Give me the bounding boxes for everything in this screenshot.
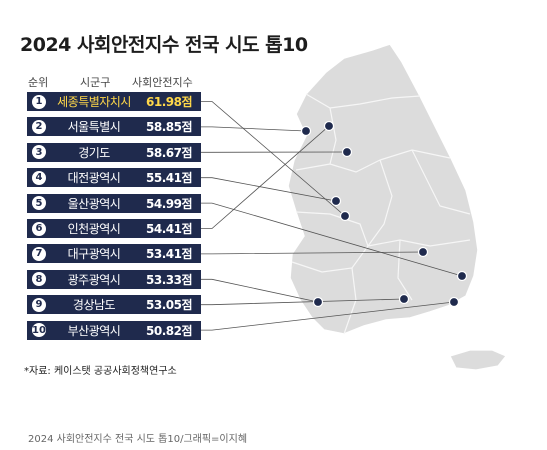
header-score: 사회안전지수 — [132, 76, 193, 89]
score-label: 54.99점 — [146, 196, 193, 211]
rank-badge: 2 — [32, 119, 46, 134]
city-marker — [456, 270, 468, 282]
region-label: 대전광역시 — [67, 171, 121, 186]
score-label: 53.05점 — [146, 298, 193, 313]
city-marker — [323, 120, 335, 132]
rank-badge: 1 — [32, 94, 46, 109]
rank-badge: 3 — [32, 145, 46, 160]
jeju-island — [449, 349, 507, 371]
header-region: 시군구 — [80, 76, 111, 89]
score-label: 61.98점 — [146, 95, 193, 109]
table-row: 4 대전광역시 55.41점 — [27, 168, 201, 188]
leader-line — [201, 125, 330, 229]
city-marker — [330, 195, 342, 207]
leader-line — [201, 101, 346, 217]
header-rank: 순위 — [28, 76, 49, 89]
table-row: 2 서울특별시 58.85점 — [27, 117, 201, 137]
rank-badge: 9 — [32, 297, 46, 312]
table-row: 6 인천광역시 54.41점 — [27, 219, 201, 238]
table-row: 9 경상남도 53.05점 — [27, 295, 201, 315]
region-label: 경상남도 — [72, 298, 116, 313]
leader-line — [201, 126, 307, 132]
rank-badge: 4 — [32, 170, 46, 185]
region-label: 인천광역시 — [67, 222, 121, 236]
rank-badge: 10 — [32, 323, 46, 338]
rank-badge: 6 — [32, 221, 46, 236]
score-label: 53.41점 — [146, 247, 193, 262]
region-label: 경기도 — [78, 145, 110, 160]
score-label: 50.82점 — [146, 323, 193, 338]
province-boundaries — [291, 93, 471, 335]
region-label: 부산광역시 — [67, 323, 121, 338]
leader-line — [201, 251, 424, 255]
rank-badge: 8 — [32, 272, 46, 287]
table-row: 8 광주광역시 53.33점 — [27, 269, 201, 289]
region-label: 대구광역시 — [67, 247, 121, 262]
score-label: 53.33점 — [146, 272, 193, 287]
table-row: 5 울산광역시 54.99점 — [27, 193, 201, 213]
table-row: 1 세종특별자치시 61.98점 — [27, 92, 201, 111]
mainland-shape — [287, 43, 479, 335]
region-label: 울산광역시 — [67, 196, 121, 211]
city-marker — [300, 125, 312, 137]
city-marker — [341, 146, 353, 158]
rank-badge: 7 — [32, 246, 46, 261]
table-row: 3 경기도 58.67점 — [27, 142, 201, 162]
city-marker — [398, 293, 410, 305]
leader-line — [201, 298, 405, 306]
table-row: 7 대구광역시 53.41점 — [27, 244, 201, 264]
score-label: 54.41점 — [146, 222, 193, 236]
score-label: 58.67점 — [146, 145, 193, 160]
chart-title: 2024 사회안전지수 전국 시도 톱10 — [20, 34, 308, 56]
city-marker — [448, 296, 460, 308]
city-marker — [417, 246, 429, 258]
region-label: 서울특별시 — [67, 120, 121, 135]
score-label: 58.85점 — [146, 120, 193, 135]
leader-line — [201, 177, 337, 202]
leader-line — [201, 202, 463, 277]
score-label: 55.41점 — [146, 171, 193, 186]
region-label: 세종특별자치시 — [57, 95, 131, 109]
city-marker — [312, 296, 324, 308]
rank-badge: 5 — [32, 196, 46, 211]
leader-lines — [201, 101, 463, 331]
leader-line — [201, 278, 319, 303]
region-label: 광주광역시 — [67, 272, 121, 287]
city-markers — [300, 120, 468, 308]
graphic-credit: 2024 사회안전지수 전국 시도 톱10/그래픽=이지혜 — [28, 434, 248, 445]
source-note: *자료: 케이스탯 공공사회정책연구소 — [24, 366, 177, 377]
leader-line — [201, 301, 455, 331]
city-marker — [339, 210, 351, 222]
table-row: 10 부산광역시 50.82점 — [27, 320, 201, 340]
